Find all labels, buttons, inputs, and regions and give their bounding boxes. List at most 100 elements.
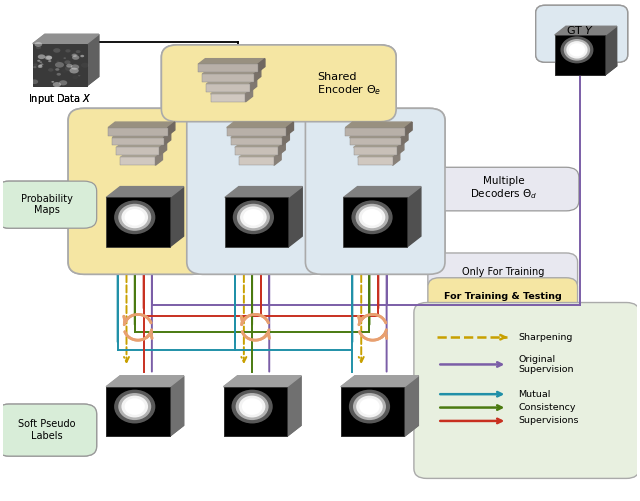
Polygon shape — [354, 142, 404, 147]
FancyBboxPatch shape — [207, 84, 250, 92]
FancyBboxPatch shape — [198, 64, 258, 72]
FancyBboxPatch shape — [239, 157, 274, 165]
Polygon shape — [235, 142, 285, 147]
Text: Multiple
Decoders $\Theta_d$: Multiple Decoders $\Theta_d$ — [470, 176, 538, 201]
Polygon shape — [250, 79, 257, 92]
Polygon shape — [159, 142, 166, 155]
Ellipse shape — [38, 55, 45, 59]
Polygon shape — [170, 186, 184, 247]
Text: Probability
Maps: Probability Maps — [20, 193, 72, 215]
Ellipse shape — [37, 60, 40, 62]
Polygon shape — [116, 142, 166, 147]
Ellipse shape — [359, 398, 380, 415]
FancyBboxPatch shape — [225, 197, 288, 247]
Ellipse shape — [237, 204, 270, 231]
Ellipse shape — [356, 204, 388, 231]
Ellipse shape — [38, 64, 42, 67]
Ellipse shape — [55, 62, 64, 68]
Polygon shape — [358, 152, 400, 157]
FancyBboxPatch shape — [429, 167, 579, 211]
Polygon shape — [282, 132, 289, 145]
Ellipse shape — [569, 43, 585, 57]
Polygon shape — [170, 376, 184, 436]
Text: Soft Pseudo
Labels: Soft Pseudo Labels — [18, 419, 76, 441]
FancyBboxPatch shape — [227, 128, 286, 136]
Text: Input Data $X$: Input Data $X$ — [28, 92, 92, 106]
Polygon shape — [235, 142, 285, 147]
Polygon shape — [227, 122, 294, 128]
Ellipse shape — [48, 68, 54, 72]
FancyBboxPatch shape — [0, 404, 97, 456]
Ellipse shape — [65, 49, 70, 53]
FancyBboxPatch shape — [202, 74, 253, 82]
Polygon shape — [404, 376, 419, 436]
Ellipse shape — [78, 75, 81, 76]
Ellipse shape — [48, 60, 51, 62]
Polygon shape — [231, 132, 289, 138]
FancyBboxPatch shape — [0, 181, 97, 228]
Ellipse shape — [36, 46, 41, 49]
Text: Mutual: Mutual — [518, 390, 551, 399]
Polygon shape — [207, 79, 257, 84]
FancyBboxPatch shape — [68, 108, 208, 274]
Polygon shape — [108, 122, 175, 128]
Ellipse shape — [566, 41, 588, 59]
Polygon shape — [605, 26, 617, 75]
Ellipse shape — [38, 65, 42, 68]
Polygon shape — [227, 122, 294, 128]
Ellipse shape — [232, 390, 273, 423]
Ellipse shape — [76, 50, 81, 53]
Ellipse shape — [240, 206, 267, 228]
Ellipse shape — [72, 54, 77, 57]
Ellipse shape — [114, 390, 156, 423]
Ellipse shape — [37, 60, 40, 62]
FancyBboxPatch shape — [354, 147, 397, 155]
Ellipse shape — [356, 204, 388, 231]
Text: Supervisions: Supervisions — [518, 416, 579, 425]
FancyBboxPatch shape — [555, 35, 605, 75]
Ellipse shape — [31, 80, 38, 84]
Ellipse shape — [125, 209, 145, 225]
Polygon shape — [87, 35, 99, 86]
Polygon shape — [282, 132, 289, 145]
Ellipse shape — [46, 56, 52, 60]
Ellipse shape — [55, 62, 64, 68]
Polygon shape — [168, 122, 175, 136]
Ellipse shape — [564, 39, 590, 61]
Ellipse shape — [114, 390, 156, 423]
Ellipse shape — [46, 56, 52, 60]
FancyBboxPatch shape — [235, 147, 278, 155]
FancyBboxPatch shape — [358, 157, 393, 165]
Ellipse shape — [65, 49, 70, 53]
Polygon shape — [393, 152, 400, 165]
FancyBboxPatch shape — [211, 94, 246, 102]
Ellipse shape — [359, 398, 380, 415]
Polygon shape — [156, 152, 163, 165]
Ellipse shape — [240, 206, 267, 228]
Polygon shape — [250, 79, 257, 92]
Ellipse shape — [59, 80, 67, 85]
Ellipse shape — [353, 393, 386, 420]
FancyBboxPatch shape — [358, 157, 393, 165]
Polygon shape — [159, 142, 166, 155]
Ellipse shape — [38, 64, 42, 67]
Ellipse shape — [125, 398, 145, 415]
Ellipse shape — [351, 200, 393, 234]
Ellipse shape — [566, 41, 588, 59]
Ellipse shape — [125, 209, 145, 225]
Ellipse shape — [56, 61, 60, 63]
Ellipse shape — [76, 50, 81, 53]
FancyBboxPatch shape — [231, 138, 282, 145]
Ellipse shape — [242, 398, 262, 415]
Polygon shape — [198, 59, 265, 64]
Ellipse shape — [65, 60, 70, 64]
FancyBboxPatch shape — [428, 253, 577, 292]
Ellipse shape — [66, 64, 72, 68]
Polygon shape — [346, 122, 412, 128]
Polygon shape — [164, 132, 171, 145]
FancyBboxPatch shape — [349, 138, 401, 145]
Ellipse shape — [70, 68, 79, 74]
Polygon shape — [106, 376, 184, 387]
Polygon shape — [407, 186, 421, 247]
Polygon shape — [286, 122, 294, 136]
